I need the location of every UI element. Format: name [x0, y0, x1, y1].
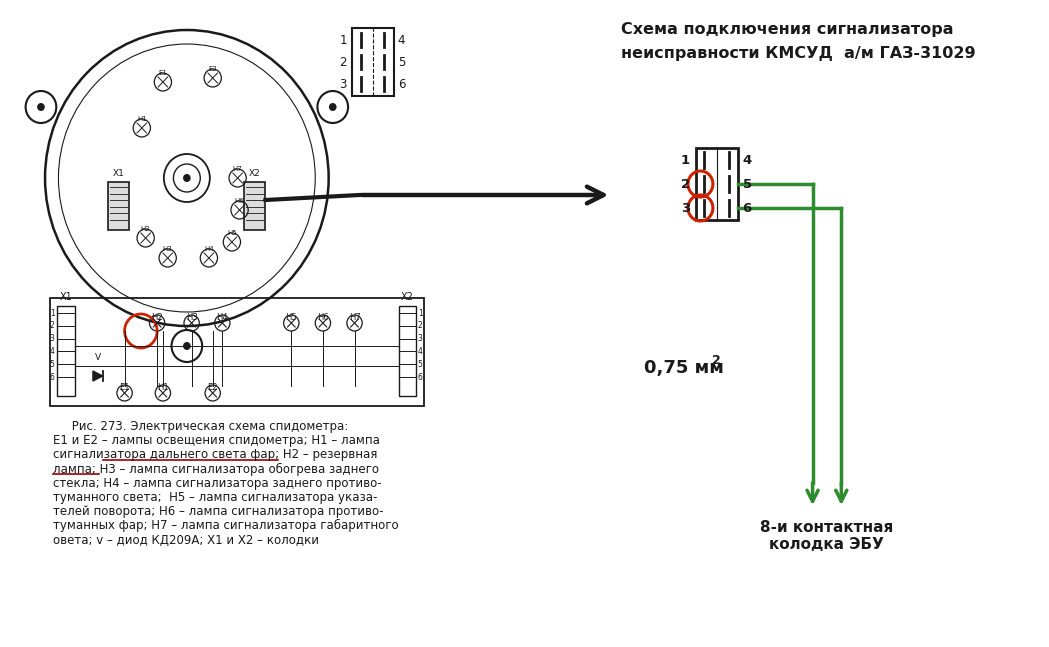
Text: 6: 6: [398, 78, 405, 91]
Text: E1: E1: [158, 70, 168, 76]
Text: Схема подключения сигнализатора: Схема подключения сигнализатора: [621, 22, 954, 37]
Bar: [399, 306, 415, 396]
Text: 8-и контактная
колодка ЭБУ: 8-и контактная колодка ЭБУ: [761, 520, 894, 553]
Text: сигнализатора дальнего света фар; Н2 – резервная: сигнализатора дальнего света фар; Н2 – р…: [52, 448, 377, 461]
Text: 4: 4: [743, 153, 752, 166]
Text: E2: E2: [208, 383, 218, 392]
Text: E2: E2: [209, 66, 217, 72]
Text: Рис. 273. Электрическая схема спидометра:: Рис. 273. Электрическая схема спидометра…: [52, 420, 348, 433]
Text: X1: X1: [60, 292, 72, 302]
Text: 1: 1: [340, 34, 347, 47]
Bar: [58, 306, 74, 396]
Text: E1: E1: [120, 383, 130, 392]
Text: H2: H2: [151, 313, 163, 322]
Text: 0,75 мм: 0,75 мм: [644, 359, 724, 377]
Text: Е1 и Е2 – лампы освещения спидометра; Н1 – лампа: Е1 и Е2 – лампы освещения спидометра; Н1…: [52, 434, 380, 447]
Text: 4: 4: [49, 347, 55, 356]
Text: H4: H4: [205, 246, 214, 252]
Text: 5: 5: [49, 360, 55, 369]
Text: H4: H4: [216, 313, 228, 322]
Text: 2: 2: [712, 355, 721, 367]
Text: овета; v – диод КД209А; Х1 и Х2 – колодки: овета; v – диод КД209А; Х1 и Х2 – колодк…: [52, 534, 319, 547]
Bar: [695, 148, 737, 220]
Text: 3: 3: [418, 334, 423, 343]
Text: туманного света;  Н5 – лампа сигнализатора указа-: туманного света; Н5 – лампа сигнализатор…: [52, 491, 377, 504]
Text: X2: X2: [249, 169, 261, 178]
Text: неисправности КМСУД  а/м ГАЗ-31029: неисправности КМСУД а/м ГАЗ-31029: [621, 46, 976, 61]
Text: 3: 3: [49, 334, 55, 343]
Text: 6: 6: [743, 201, 752, 215]
Circle shape: [183, 174, 191, 182]
Text: H5: H5: [285, 313, 297, 322]
Bar: [244, 182, 265, 230]
Text: H5: H5: [227, 230, 237, 236]
Text: 4: 4: [398, 34, 405, 47]
Text: X2: X2: [401, 292, 413, 302]
Circle shape: [329, 103, 337, 111]
Text: 3: 3: [681, 201, 690, 215]
Text: 1: 1: [50, 309, 55, 318]
Circle shape: [37, 103, 45, 111]
Text: V: V: [94, 353, 101, 362]
Text: 1: 1: [418, 309, 423, 318]
Text: H7: H7: [233, 166, 242, 172]
Circle shape: [183, 342, 191, 350]
Text: H1: H1: [157, 383, 169, 392]
Text: 6: 6: [49, 373, 55, 382]
Text: 2: 2: [681, 177, 690, 190]
Text: 5: 5: [418, 360, 423, 369]
Text: H2: H2: [141, 226, 150, 232]
Text: 2: 2: [418, 322, 423, 331]
Text: туманных фар; Н7 – лампа сигнализатора габаритного: туманных фар; Н7 – лампа сигнализатора г…: [52, 520, 399, 532]
Bar: [351, 28, 393, 96]
Text: X1: X1: [113, 169, 125, 178]
Text: 2: 2: [50, 322, 55, 331]
Bar: [49, 298, 424, 406]
Text: 3: 3: [340, 78, 347, 91]
Text: H3: H3: [163, 246, 172, 252]
Text: 6: 6: [418, 373, 423, 382]
Text: 4: 4: [418, 347, 423, 356]
Text: H7: H7: [348, 313, 361, 322]
Text: 5: 5: [398, 56, 405, 69]
Text: стекла; Н4 – лампа сигнализатора заднего противо-: стекла; Н4 – лампа сигнализатора заднего…: [52, 477, 382, 490]
Text: 2: 2: [340, 56, 347, 69]
Text: телей поворота; Н6 – лампа сигнализатора противо-: телей поворота; Н6 – лампа сигнализатора…: [52, 505, 383, 518]
Text: 1: 1: [681, 153, 690, 166]
Text: H3: H3: [186, 313, 197, 322]
Polygon shape: [93, 371, 103, 381]
Text: H6: H6: [317, 313, 328, 322]
Text: H6: H6: [235, 198, 244, 204]
Text: лампа; Н3 – лампа сигнализатора обогрева заднего: лампа; Н3 – лампа сигнализатора обогрева…: [52, 463, 379, 476]
Text: H1: H1: [137, 116, 147, 122]
Bar: [108, 182, 129, 230]
Text: 5: 5: [743, 177, 752, 190]
